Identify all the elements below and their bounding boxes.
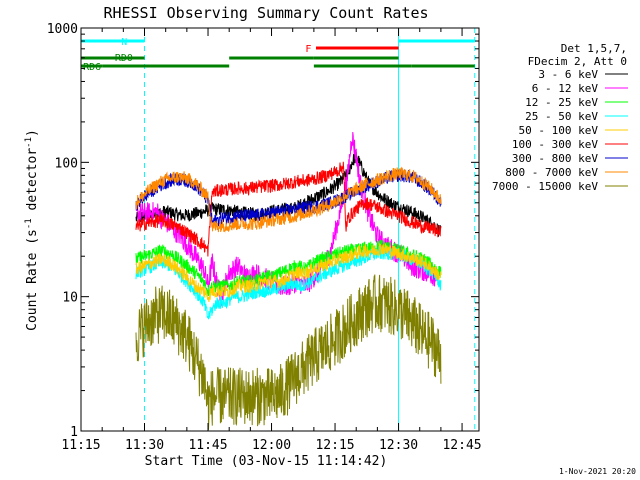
- state-bar-label-rd6: RD6: [83, 62, 101, 73]
- chart-title: RHESSI Observing Summary Count Rates: [103, 4, 428, 22]
- y-axis-label: Count Rate (s-1 detector-1): [24, 129, 40, 331]
- x-tick-label-0: 11:15: [61, 438, 100, 453]
- state-bar-label-n: N: [121, 37, 127, 48]
- plot-area: N F RD0 RD6: [81, 28, 476, 431]
- legend-entry-label-2: 12 - 25 keV: [525, 96, 598, 109]
- y-tick-label-0: 1: [70, 425, 78, 440]
- legend-entry-label-8: 7000 - 15000 keV: [492, 180, 598, 193]
- axes: 11:15 11:30 11:45 12:00 12:15 12:30 12:45 1 10 10…: [47, 22, 482, 453]
- x-tick-label-3: 12:00: [252, 438, 291, 453]
- series-line-4: [135, 242, 442, 303]
- x-tick-label-1: 11:30: [125, 438, 164, 453]
- legend-header-line-1: FDecim 2, Att 0: [528, 55, 627, 68]
- y-axis-label-exponent: -1: [24, 137, 34, 148]
- legend-entry-label-4: 50 - 100 keV: [519, 124, 599, 137]
- legend-entry-label-6: 300 - 800 keV: [512, 152, 598, 165]
- generation-timestamp: 1-Nov-2021 20:20: [559, 467, 636, 476]
- legend-entry-label-1: 6 - 12 keV: [532, 82, 599, 95]
- y-axis-label-exponent: -1: [24, 218, 34, 229]
- legend-entry-label-3: 25 - 50 keV: [525, 110, 598, 123]
- series-line-0: [135, 150, 442, 237]
- x-tick-label-4: 12:15: [315, 438, 354, 453]
- legend-header-line-0: Det 1,5,7,: [561, 42, 627, 55]
- series-line-5: [135, 161, 442, 257]
- y-tick-label-2: 100: [55, 156, 78, 171]
- y-axis-label-part: detector: [25, 148, 40, 219]
- y-tick-label-1: 10: [62, 291, 78, 306]
- state-bar-label-f: F: [305, 44, 311, 55]
- x-axis-label: Start Time (03-Nov-15 11:14:42): [145, 454, 388, 469]
- series-line-7: [135, 166, 442, 233]
- x-tick-label-2: 11:45: [188, 438, 227, 453]
- legend-entry-label-0: 3 - 6 keV: [538, 68, 598, 81]
- legend-entry-label-5: 100 - 300 keV: [512, 138, 598, 151]
- y-tick-label-3: 1000: [47, 22, 78, 37]
- series-line-8: [135, 274, 442, 430]
- state-bar-label-rd0: RD0: [115, 53, 133, 64]
- legend-entry-label-7: 800 - 7000 keV: [505, 166, 598, 179]
- y-axis-label-part: ): [25, 129, 40, 137]
- x-tick-label-5: 12:30: [379, 438, 418, 453]
- plot-frame: [80, 27, 480, 432]
- x-tick-label-6: 12:45: [442, 438, 481, 453]
- y-axis-label-part: Count Rate (s: [25, 229, 40, 331]
